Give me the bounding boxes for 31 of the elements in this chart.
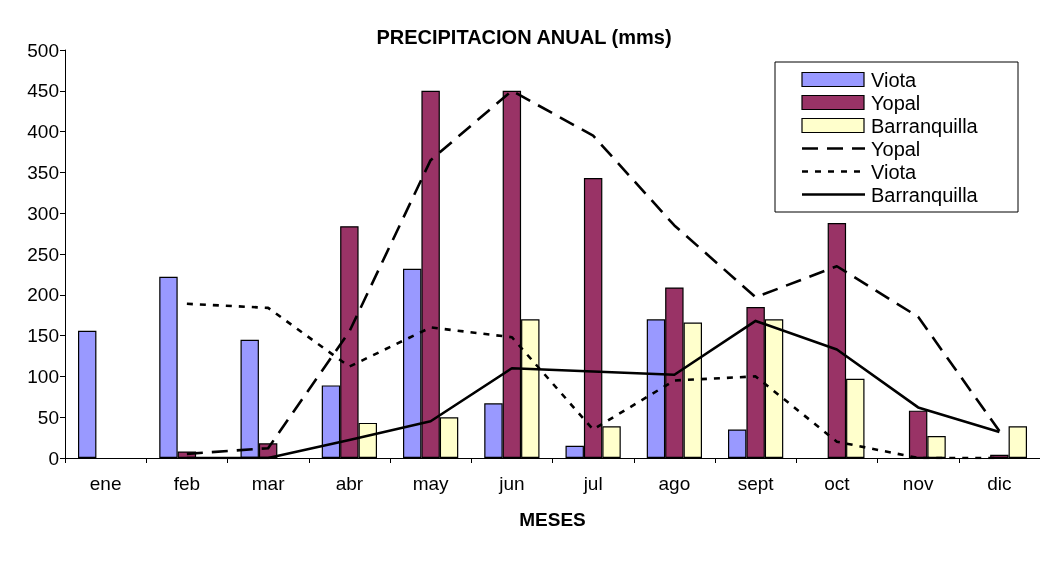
legend-label: Barranquilla — [871, 114, 979, 137]
x-tick-label: ago — [658, 473, 691, 494]
x-tick-label: oct — [824, 473, 851, 494]
y-tick-label: 300 — [27, 202, 59, 224]
y-tick-label: 200 — [27, 284, 59, 306]
y-tick-label: 100 — [27, 365, 59, 387]
x-tick-label: dic — [987, 473, 1012, 494]
x-tick-label: jul — [582, 473, 603, 494]
x-tick-label: nov — [902, 473, 934, 494]
y-tick-label: 400 — [27, 121, 59, 143]
legend-label: Viota — [871, 160, 918, 183]
x-tick-label: sept — [737, 473, 775, 494]
legend-label: Barranquilla — [871, 183, 979, 206]
legend-label: Yopal — [871, 137, 921, 160]
y-tick-label: 500 — [27, 39, 59, 61]
y-tick-label: 350 — [27, 161, 59, 183]
legend-label: Viota — [871, 68, 918, 91]
x-tick-label: abr — [335, 473, 364, 494]
chart-title: PRECIPITACION ANUAL (mms) — [376, 26, 672, 48]
x-tick-label: ene — [89, 473, 122, 494]
x-axis-title: MESES — [519, 509, 586, 530]
x-tick-label: feb — [173, 473, 201, 494]
y-tick-label: 50 — [37, 406, 59, 428]
x-tick-label: mar — [251, 473, 286, 494]
y-tick-label: 250 — [27, 243, 59, 265]
x-tick-label: may — [412, 473, 450, 494]
y-tick-label: 150 — [27, 325, 59, 347]
y-tick-label: 450 — [27, 80, 59, 102]
x-tick-label: jun — [498, 473, 525, 494]
legend-label: Yopal — [871, 91, 921, 114]
y-tick-label: 0 — [48, 447, 59, 469]
